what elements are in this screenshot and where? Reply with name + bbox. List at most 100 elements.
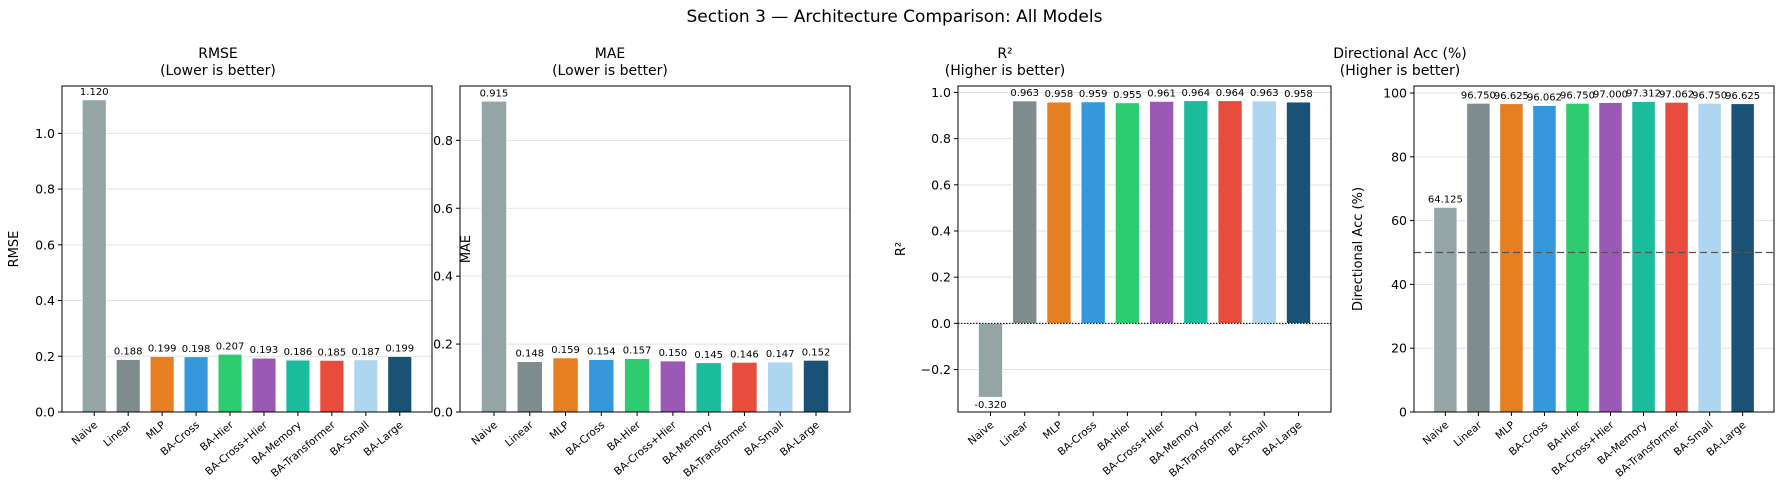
data-label: -0.320 <box>974 400 1006 411</box>
y-axis-label: R² <box>894 242 909 256</box>
bar-linear <box>1466 103 1491 413</box>
data-label: 0.159 <box>551 345 580 356</box>
panel-title: R² (Higher is better) <box>843 46 1167 80</box>
y-tick-label: 20 <box>1391 341 1407 356</box>
bar-ba-transformer <box>1664 102 1689 413</box>
panel-title: RMSE (Lower is better) <box>56 46 380 80</box>
data-label: 0.193 <box>250 345 279 356</box>
y-tick-label: 0.2 <box>433 337 453 352</box>
data-label: 1.120 <box>80 87 109 98</box>
data-label: 96.625 <box>1494 91 1529 102</box>
data-label: 0.185 <box>318 347 347 358</box>
bar-ba-small <box>1251 100 1277 324</box>
data-label: 0.958 <box>1284 89 1313 100</box>
axes-frame <box>1413 85 1775 413</box>
bar-mlp <box>552 357 579 413</box>
x-tick-label: Linear <box>1452 419 1485 450</box>
data-label: 0.199 <box>148 344 177 355</box>
bar-linear <box>516 361 543 413</box>
data-label: 0.148 <box>515 349 544 360</box>
bar-ba-large <box>387 356 412 413</box>
y-tick-label: 0.4 <box>931 223 951 238</box>
data-label: 0.157 <box>623 346 652 357</box>
bar-mlp <box>1499 103 1524 413</box>
data-label: 0.145 <box>694 350 723 361</box>
x-tick-label: BA-Cross+Hier <box>612 419 679 478</box>
data-label: 0.964 <box>1216 88 1245 99</box>
data-label: 0.199 <box>385 344 414 355</box>
y-tick-label: 0.2 <box>35 349 55 364</box>
data-label: 96.625 <box>1725 91 1760 102</box>
x-tick-label: Naive <box>70 419 101 447</box>
bar-ba-memory <box>1183 100 1209 324</box>
bar-ba-transformer <box>1217 100 1243 324</box>
data-label: 96.750 <box>1560 90 1595 101</box>
bar-mlp <box>1046 101 1072 324</box>
data-label: 96.750 <box>1692 90 1727 101</box>
panel-title-sub: (Higher is better) <box>944 63 1066 79</box>
bar-naive <box>978 323 1003 398</box>
data-label: 0.154 <box>587 347 616 358</box>
y-tick-label: 0.6 <box>433 201 453 216</box>
panel-title-sub: (Lower is better) <box>552 63 668 79</box>
bar-ba-cross <box>1080 101 1106 324</box>
y-tick-label: 0.8 <box>931 131 951 146</box>
y-tick-label: 0.2 <box>931 270 951 285</box>
data-label: 0.188 <box>114 347 143 358</box>
x-tick-label: BA-Cross <box>1056 419 1100 458</box>
data-label: 97.312 <box>1626 89 1661 100</box>
bar-linear <box>1012 100 1038 324</box>
bar-ba-cross-hier <box>660 360 686 413</box>
bar-ba-memory <box>1631 101 1656 413</box>
data-label: 97.000 <box>1593 90 1628 101</box>
data-label: 0.915 <box>480 88 509 99</box>
bar-ba-small <box>1697 103 1722 413</box>
y-tick-label: 1.0 <box>931 85 951 100</box>
axes-frame <box>957 85 1332 413</box>
data-label: 0.959 <box>1079 89 1108 100</box>
bar-ba-transformer <box>319 360 345 413</box>
data-label: 96.750 <box>1461 90 1496 101</box>
y-tick-label: 0.4 <box>433 269 453 284</box>
bar-ba-large <box>803 360 829 413</box>
panel-title-main: Directional Acc (%) <box>1333 46 1467 62</box>
bar-ba-large <box>1730 103 1755 413</box>
x-tick-label: Naive <box>469 419 500 447</box>
y-tick-label: −0.2 <box>921 362 951 377</box>
data-label: 0.186 <box>284 347 313 358</box>
panel-title-sub: (Higher is better) <box>1339 63 1461 79</box>
data-label: 0.198 <box>182 344 211 355</box>
bar-ba-memory <box>285 359 311 413</box>
y-tick-label: 0.6 <box>931 177 951 192</box>
bar-ba-cross-hier <box>1149 101 1174 324</box>
data-label: 0.963 <box>1010 88 1039 99</box>
x-tick-label: Naive <box>966 419 997 447</box>
figure-suptitle: Section 3 — Architecture Comparison: All… <box>686 7 1103 27</box>
bar-naive <box>481 100 507 413</box>
panel-title-sub: (Lower is better) <box>160 63 276 79</box>
y-tick-label: 100 <box>1383 86 1407 101</box>
x-tick-label: MLP <box>144 419 168 442</box>
data-label: 0.150 <box>659 348 688 359</box>
y-tick-label: 0 <box>1399 405 1407 420</box>
axes-frame <box>459 85 851 413</box>
bar-ba-hier <box>217 354 243 413</box>
bar-ba-hier <box>624 358 650 413</box>
x-tick-label: MLP <box>1041 419 1065 442</box>
x-tick-label: Linear <box>503 419 536 450</box>
x-tick-label: Naive <box>1421 419 1452 447</box>
bar-ba-hier <box>1565 103 1590 413</box>
x-tick-label: MLP <box>547 419 571 442</box>
bar-linear <box>116 359 141 413</box>
data-label: 0.207 <box>216 341 245 352</box>
bar-ba-transformer <box>731 362 758 413</box>
bar-ba-cross-hier <box>1598 102 1623 413</box>
y-tick-label: 0.0 <box>433 405 453 420</box>
data-label: 96.062 <box>1527 93 1562 104</box>
y-tick-label: 0.0 <box>35 405 55 420</box>
x-tick-label: MLP <box>1493 419 1517 442</box>
y-tick-label: 40 <box>1391 277 1407 292</box>
bar-ba-cross <box>1532 105 1557 413</box>
